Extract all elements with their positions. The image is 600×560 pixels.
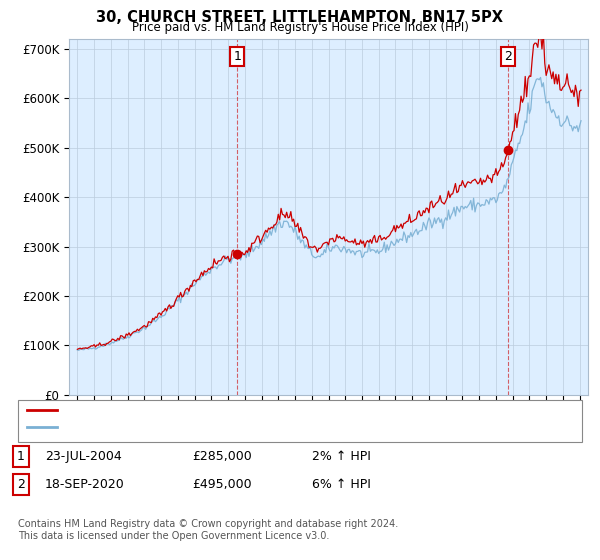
Text: 18-SEP-2020: 18-SEP-2020 xyxy=(45,478,125,491)
Text: Price paid vs. HM Land Registry's House Price Index (HPI): Price paid vs. HM Land Registry's House … xyxy=(131,21,469,34)
Text: 30, CHURCH STREET, LITTLEHAMPTON, BN17 5PX: 30, CHURCH STREET, LITTLEHAMPTON, BN17 5… xyxy=(97,10,503,25)
Text: 1: 1 xyxy=(233,50,241,63)
Text: £285,000: £285,000 xyxy=(192,450,252,463)
Text: 23-JUL-2004: 23-JUL-2004 xyxy=(45,450,122,463)
Text: Contains HM Land Registry data © Crown copyright and database right 2024.: Contains HM Land Registry data © Crown c… xyxy=(18,519,398,529)
Text: 6% ↑ HPI: 6% ↑ HPI xyxy=(312,478,371,491)
Text: This data is licensed under the Open Government Licence v3.0.: This data is licensed under the Open Gov… xyxy=(18,531,329,542)
Text: HPI: Average price, detached house, Arun: HPI: Average price, detached house, Arun xyxy=(63,422,296,432)
Text: £495,000: £495,000 xyxy=(192,478,251,491)
Text: 2: 2 xyxy=(17,478,25,491)
Text: 2% ↑ HPI: 2% ↑ HPI xyxy=(312,450,371,463)
Text: 2: 2 xyxy=(504,50,512,63)
Text: 30, CHURCH STREET, LITTLEHAMPTON, BN17 5PX (detached house): 30, CHURCH STREET, LITTLEHAMPTON, BN17 5… xyxy=(63,405,440,416)
Text: 1: 1 xyxy=(17,450,25,463)
